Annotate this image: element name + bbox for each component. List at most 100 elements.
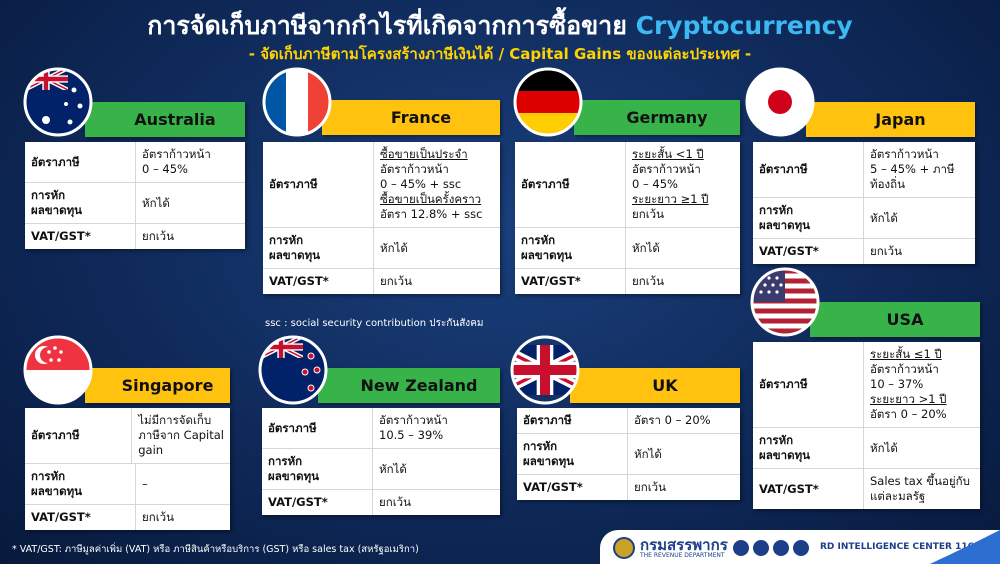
row-label: อัตราภาษี xyxy=(262,408,373,448)
label-line: อัตราภาษี xyxy=(31,154,80,169)
table-row: การหัก ผลขาดทุน หักได้ xyxy=(263,227,500,268)
row-value: อัตรา 0 – 20% xyxy=(628,408,740,433)
label-line: VAT/GST* xyxy=(268,495,328,509)
row-label: VAT/GST* xyxy=(515,269,626,294)
row-value: ระยะสั้น ≤1 ปี อัตราก้าวหน้า 10 – 37% ระยะย… xyxy=(864,342,980,427)
table-row: การหัก ผลขาดทุน – xyxy=(25,463,230,504)
row-label: VAT/GST* xyxy=(262,490,373,515)
table-row: การหัก ผลขาดทุน หักได้ xyxy=(753,197,975,238)
row-label: VAT/GST* xyxy=(25,224,136,249)
value-line: ระยะสั้น <1 ปี xyxy=(632,147,704,161)
tax-table: อัตราภาษี ซื้อขายเป็นประจำ อัตราก้าวหน้า 0 … xyxy=(263,142,500,294)
value-line: 5 – 45% + ภาษี xyxy=(870,162,955,176)
flag-germany xyxy=(513,67,583,137)
row-label: การหัก ผลขาดทุน xyxy=(753,428,864,468)
row-value: อัตราก้าวหน้า 10.5 – 39% xyxy=(373,408,500,448)
row-value: หักได้ xyxy=(626,228,740,268)
label-line: VAT/GST* xyxy=(759,481,819,496)
row-value: หักได้ xyxy=(864,428,980,468)
social-icons xyxy=(733,540,809,556)
row-value: ซื้อขายเป็นประจำ อัตราก้าวหน้า 0 – 45% + s… xyxy=(374,142,500,227)
label-line: การหัก xyxy=(268,454,303,468)
label-line: VAT/GST* xyxy=(523,480,583,494)
row-label: VAT/GST* xyxy=(263,269,374,294)
row-label: อัตราภาษี xyxy=(25,142,136,182)
country-banner: New Zealand xyxy=(318,368,500,403)
tax-table: อัตราภาษี ไม่มีการจัดเก็บ ภาษีจาก Capital g… xyxy=(25,408,230,530)
row-label: การหัก ผลขาดทุน xyxy=(263,228,374,268)
country-banner: Singapore xyxy=(85,368,230,403)
value-line: ยกเว้น xyxy=(634,480,666,494)
footer-swoosh xyxy=(930,530,1000,564)
value-line: อัตรา 12.8% + ssc xyxy=(380,207,483,221)
table-row: การหัก ผลขาดทุน หักได้ xyxy=(517,433,740,474)
row-value: ยกเว้น xyxy=(136,224,245,249)
value-line: ท้องถิ่น xyxy=(870,177,905,191)
title-thai: การจัดเก็บภาษีจากกำไรที่เกิดจากการซื้อขา… xyxy=(147,11,627,40)
row-label: การหัก ผลขาดทุน xyxy=(25,464,136,504)
row-value: ระยะสั้น <1 ปี อัตราก้าวหน้า 0 – 45% ระยะยา… xyxy=(626,142,740,227)
flag-japan xyxy=(745,67,815,137)
value-line: หักได้ xyxy=(142,195,170,210)
value-line: หักได้ xyxy=(379,461,407,476)
table-row: VAT/GST* ยกเว้น xyxy=(515,268,740,294)
flag-singapore xyxy=(23,335,93,405)
label-line: อัตราภาษี xyxy=(31,428,80,442)
label-line: VAT/GST* xyxy=(521,274,581,288)
label-line: การหัก xyxy=(269,233,304,247)
subtitle: - จัดเก็บภาษีตามโครงสร้างภาษีเงินได้ / C… xyxy=(248,45,752,63)
tax-table: อัตราภาษี อัตราก้าวหน้า 5 – 45% + ภาษี ท้อง… xyxy=(753,142,975,264)
value-line: 10.5 – 39% xyxy=(379,428,444,442)
row-value: Sales tax ขึ้นอยู่กับ แต่ละมลรัฐ xyxy=(864,469,980,509)
flag-uk xyxy=(510,335,580,405)
label-line: อัตราภาษี xyxy=(268,420,317,435)
label-line: การหัก xyxy=(31,188,66,202)
country-banner: Australia xyxy=(85,102,245,137)
value-line: ยกเว้น xyxy=(632,207,664,221)
label-line: การหัก xyxy=(31,469,66,483)
value-line: อัตราก้าวหน้า xyxy=(380,162,449,176)
tax-table: อัตราภาษี อัตราก้าวหน้า 0 – 45% การหัก ผลขาด… xyxy=(25,142,245,249)
footer-logo-sub: THE REVENUE DEPARTMENT xyxy=(640,552,725,559)
value-line: อัตราก้าวหน้า xyxy=(870,147,939,161)
row-value: ยกเว้น xyxy=(864,239,975,264)
footnote: * VAT/GST: ภาษีมูลค่าเพิ่ม (VAT) หรือ ภา… xyxy=(12,544,419,555)
value-line: หักได้ xyxy=(634,446,662,461)
table-row: อัตราภาษี ไม่มีการจัดเก็บ ภาษีจาก Capital g… xyxy=(25,408,230,463)
label-line: อัตราภาษี xyxy=(759,162,808,176)
value-line: อัตราก้าวหน้า xyxy=(379,413,448,427)
row-value: ไม่มีการจัดเก็บ ภาษีจาก Capital gain xyxy=(132,408,230,463)
value-line: หักได้ xyxy=(870,440,898,455)
label-line: ผลขาดทุน xyxy=(31,203,83,217)
country-banner: Germany xyxy=(574,100,740,135)
row-label: อัตราภาษี xyxy=(263,142,374,227)
row-value: – xyxy=(136,464,230,504)
row-label: อัตราภาษี xyxy=(753,342,864,427)
table-row: อัตราภาษี ระยะสั้น <1 ปี อัตราก้าวหน้า 0 – … xyxy=(515,142,740,227)
label-line: VAT/GST* xyxy=(269,274,329,288)
row-label: การหัก ผลขาดทุน xyxy=(515,228,626,268)
label-line: ผลขาดทุน xyxy=(31,484,83,498)
value-line: ยกเว้น xyxy=(142,229,174,243)
label-line: อัตราภาษี xyxy=(269,177,318,191)
value-line: อัตราก้าวหน้า xyxy=(870,362,939,376)
footer-center: RD INTELLIGENCE CENTER 1161 xyxy=(820,542,981,552)
value-line: ระยะยาว >1 ปี xyxy=(870,392,947,406)
value-line: อัตราก้าวหน้า xyxy=(142,147,211,161)
value-line: ไม่มีการจัดเก็บ xyxy=(138,413,212,427)
row-value: หักได้ xyxy=(374,228,500,268)
row-label: อัตราภาษี xyxy=(25,408,133,463)
label-line: ผลขาดทุน xyxy=(521,248,573,262)
table-row: อัตราภาษี อัตราก้าวหน้า 5 – 45% + ภาษี ท้อง… xyxy=(753,142,975,197)
tax-table: อัตราภาษี ระยะสั้น <1 ปี อัตราก้าวหน้า 0 – … xyxy=(515,142,740,294)
table-row: อัตราภาษี ระยะสั้น ≤1 ปี อัตราก้าวหน้า 10 –… xyxy=(753,342,980,427)
label-line: อัตราภาษี xyxy=(759,377,808,391)
value-line: Sales tax ขึ้นอยู่กับ xyxy=(870,474,970,488)
label-line: VAT/GST* xyxy=(759,244,819,258)
row-value: อัตราก้าวหน้า 5 – 45% + ภาษี ท้องถิ่น xyxy=(864,142,975,197)
logo-emblem xyxy=(613,537,635,559)
value-line: อัตราก้าวหน้า xyxy=(632,162,701,176)
row-label: VAT/GST* xyxy=(753,239,864,264)
table-row: VAT/GST* ยกเว้น xyxy=(25,504,230,530)
